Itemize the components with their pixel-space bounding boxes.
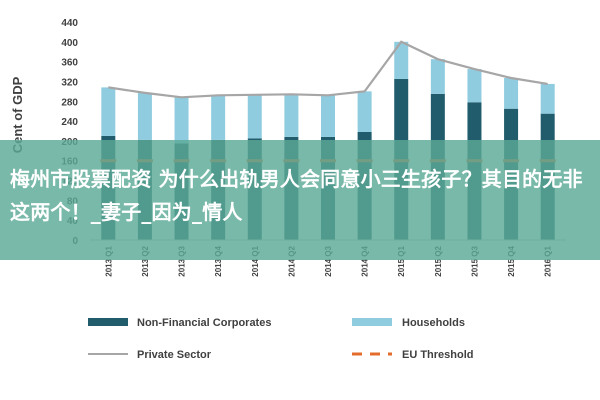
x-tick-label: 2015 Q1: [397, 245, 406, 276]
bar-households: [430, 59, 445, 94]
x-tick-label: 2015 Q3: [470, 245, 479, 276]
bar-households: [284, 94, 299, 137]
legend-label-private: Private Sector: [137, 349, 212, 361]
y-tick-label: 320: [61, 77, 78, 88]
x-tick-label: 2013 Q2: [141, 245, 150, 276]
y-tick-label: 360: [61, 58, 78, 69]
x-tick-label: 2013 Q3: [178, 245, 187, 276]
bar-households: [504, 77, 519, 109]
y-tick-label: 280: [61, 97, 78, 108]
x-tick-label: 2015 Q4: [507, 245, 516, 276]
bar-households: [211, 95, 226, 140]
line-private-sector: [108, 40, 548, 99]
x-tick-label: 2016 Q1: [544, 245, 553, 276]
bar-households: [101, 87, 116, 136]
legend-label-nonfinancial: Non-Financial Corporates: [137, 317, 271, 329]
legend-label-households: Households: [402, 317, 465, 329]
x-tick-label: 2013 Q4: [214, 245, 223, 276]
overlay-banner: [0, 140, 600, 260]
x-tick-label: 2014 Q3: [324, 245, 333, 276]
y-tick-label: 240: [61, 117, 78, 128]
legend-swatch-households: [352, 318, 392, 326]
legend-swatch-nonfinancial: [88, 318, 128, 326]
y-axis-label: Cent of GDP: [10, 76, 25, 153]
x-tick-label: 2014 Q1: [251, 245, 260, 276]
bar-households: [174, 97, 189, 144]
x-tick-label: 2015 Q2: [434, 245, 443, 276]
bar-households: [540, 83, 555, 114]
x-tick-label: 2014 Q4: [361, 245, 370, 276]
x-tick-label: 2013 Q1: [104, 245, 113, 276]
overlay-banner-text[interactable]: 梅州市股票配资 为什么出轨男人会同意小三生孩子？其目的无非这两个！_妻子_因为_…: [10, 167, 583, 224]
legend-label-threshold: EU Threshold: [402, 349, 474, 361]
bar-households: [137, 92, 152, 140]
bar-households: [321, 95, 335, 137]
y-tick-label: 400: [61, 38, 78, 49]
legend: Non-Financial Corporates Households Priv…: [88, 317, 474, 361]
bar-households: [247, 94, 262, 139]
x-axis: 2013 Q1 2013 Q2 2013 Q3 2013 Q4 2014 Q1 2014 …: [104, 245, 552, 276]
x-tick-label: 2014 Q2: [287, 245, 296, 276]
bar-households: [357, 91, 372, 132]
bar-households: [394, 41, 409, 79]
bar-households: [467, 69, 482, 103]
y-tick-label: 440: [61, 18, 78, 29]
